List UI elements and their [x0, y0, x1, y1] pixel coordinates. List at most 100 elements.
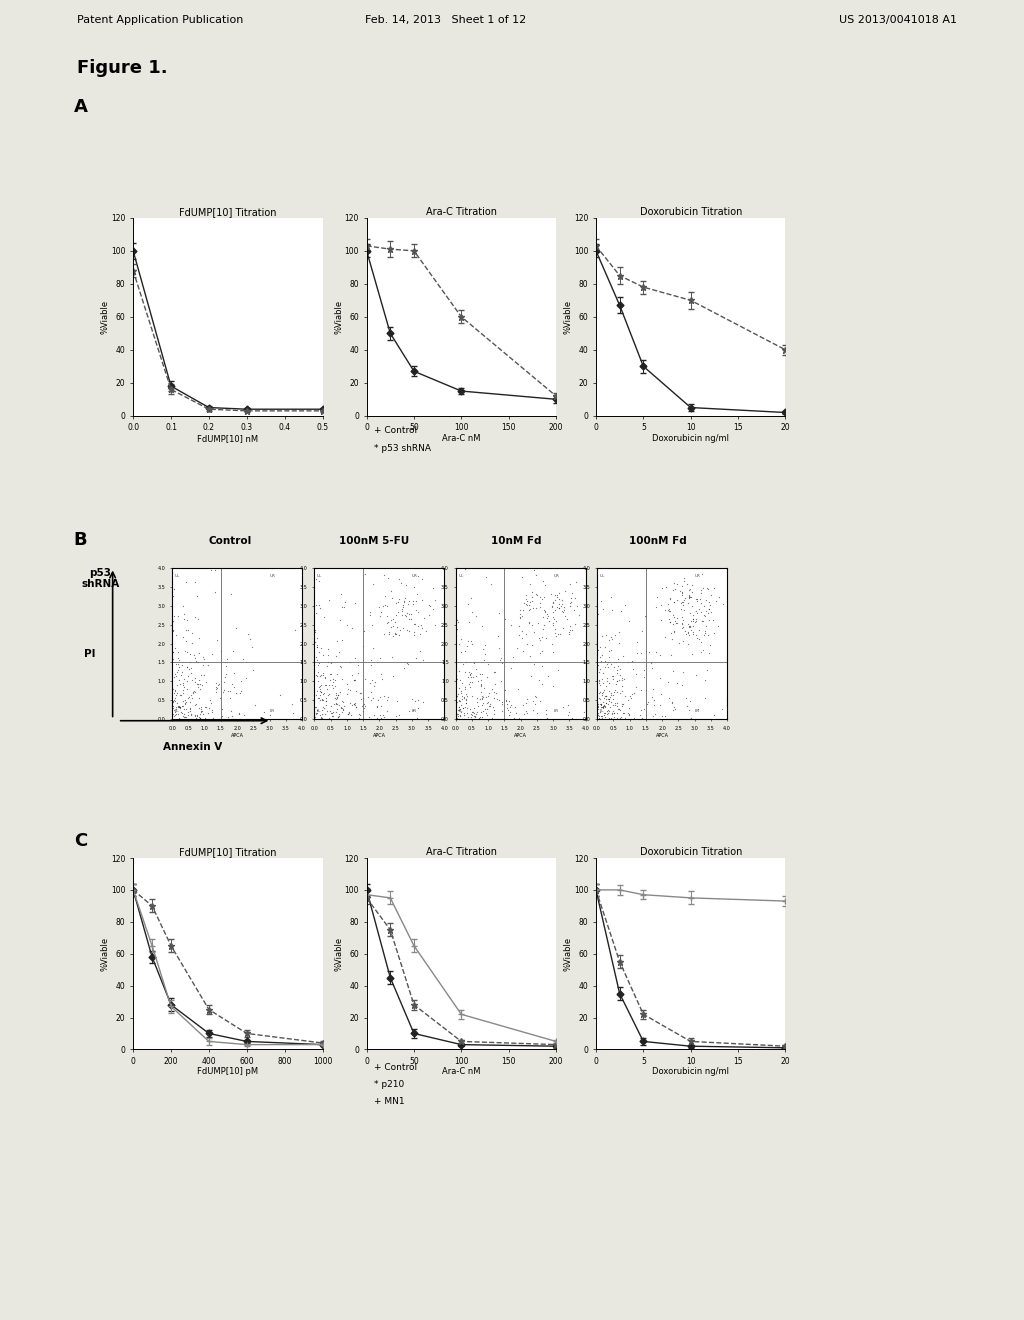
Point — [344, 618, 360, 639]
Point — [391, 624, 408, 645]
Point — [664, 692, 680, 713]
Point — [173, 701, 189, 722]
Point — [177, 692, 194, 713]
Point — [207, 678, 223, 700]
Point — [607, 624, 624, 645]
Point — [453, 694, 469, 715]
Point — [656, 705, 673, 726]
Point — [551, 598, 567, 619]
Point — [379, 700, 395, 721]
Point — [600, 688, 616, 709]
Y-axis label: %Viable: %Viable — [100, 937, 110, 970]
Point — [189, 652, 206, 673]
Point — [644, 686, 660, 708]
Point — [203, 560, 219, 581]
Point — [329, 686, 345, 708]
Point — [400, 620, 417, 642]
Point — [695, 605, 712, 626]
Point — [532, 690, 549, 711]
Text: LL: LL — [317, 709, 322, 713]
Point — [715, 593, 731, 614]
Point — [450, 684, 466, 705]
Point — [452, 660, 468, 681]
Point — [178, 656, 195, 677]
Point — [336, 597, 352, 618]
Point — [421, 605, 437, 626]
Point — [188, 708, 205, 729]
Point — [525, 690, 542, 711]
Point — [182, 692, 199, 713]
Point — [555, 618, 571, 639]
Point — [682, 709, 698, 730]
Point — [604, 702, 621, 723]
Point — [214, 698, 230, 719]
Point — [534, 656, 550, 677]
Point — [312, 680, 329, 701]
Y-axis label: %Viable: %Viable — [563, 937, 572, 970]
Point — [477, 635, 494, 656]
Point — [216, 671, 232, 692]
Point — [436, 620, 453, 642]
Point — [677, 587, 693, 609]
Point — [490, 602, 507, 623]
Point — [673, 581, 689, 602]
Point — [170, 697, 186, 718]
Point — [511, 607, 527, 628]
Point — [464, 685, 480, 706]
Point — [466, 697, 482, 718]
Point — [697, 605, 714, 626]
Point — [168, 624, 184, 645]
Point — [681, 587, 697, 609]
Point — [165, 586, 181, 607]
Point — [315, 697, 332, 718]
Point — [224, 673, 241, 694]
Point — [225, 663, 242, 684]
Point — [604, 599, 621, 620]
Point — [457, 558, 473, 579]
Point — [663, 644, 679, 665]
Point — [184, 682, 201, 704]
Point — [454, 709, 470, 730]
Point — [460, 631, 476, 652]
Point — [601, 701, 617, 722]
Point — [719, 645, 735, 667]
Point — [653, 684, 670, 705]
Point — [592, 702, 608, 723]
Point — [321, 675, 337, 696]
Point — [517, 693, 534, 714]
Point — [687, 611, 703, 632]
Point — [214, 708, 230, 729]
Point — [335, 692, 351, 713]
Point — [201, 697, 217, 718]
Point — [239, 668, 255, 689]
Point — [605, 701, 622, 722]
Point — [480, 557, 497, 578]
Point — [606, 702, 623, 723]
Point — [377, 595, 393, 616]
Point — [181, 709, 198, 730]
Point — [544, 597, 560, 618]
Point — [180, 705, 197, 726]
Point — [334, 709, 350, 730]
Point — [379, 595, 395, 616]
Point — [321, 590, 337, 611]
Point — [710, 615, 726, 636]
Point — [594, 697, 610, 718]
Point — [626, 682, 642, 704]
Point — [346, 692, 362, 713]
Point — [347, 694, 364, 715]
Point — [361, 673, 378, 694]
Point — [166, 667, 182, 688]
Point — [703, 602, 720, 623]
Point — [346, 669, 362, 690]
Point — [366, 574, 382, 595]
Point — [697, 616, 714, 638]
Point — [372, 606, 388, 627]
Point — [348, 681, 365, 702]
Point — [166, 578, 182, 599]
Point — [214, 705, 230, 726]
Point — [478, 705, 495, 726]
Point — [400, 701, 417, 722]
Point — [404, 594, 421, 615]
Point — [595, 696, 611, 717]
